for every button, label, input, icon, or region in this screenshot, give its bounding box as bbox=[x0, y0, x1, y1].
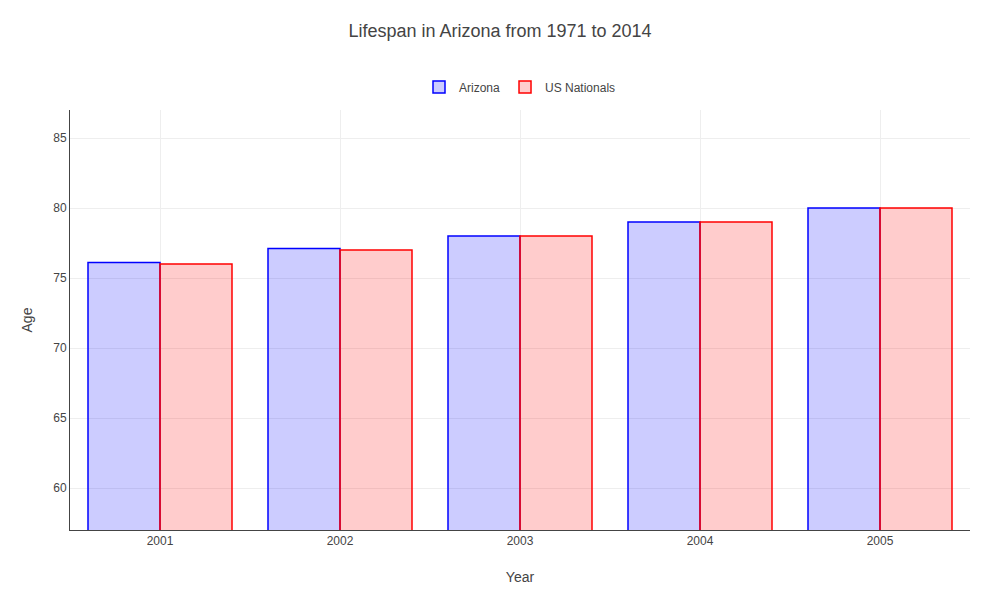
svg-text:Age: Age bbox=[19, 307, 35, 332]
svg-text:Year: Year bbox=[506, 569, 535, 585]
svg-text:2003: 2003 bbox=[507, 534, 534, 548]
svg-text:65: 65 bbox=[53, 411, 67, 425]
svg-text:2001: 2001 bbox=[147, 534, 174, 548]
svg-text:70: 70 bbox=[53, 341, 67, 355]
svg-text:2002: 2002 bbox=[327, 534, 354, 548]
svg-text:75: 75 bbox=[53, 271, 67, 285]
svg-text:80: 80 bbox=[53, 201, 67, 215]
svg-text:60: 60 bbox=[53, 481, 67, 495]
svg-text:2004: 2004 bbox=[687, 534, 714, 548]
svg-text:85: 85 bbox=[53, 131, 67, 145]
svg-text:US Nationals: US Nationals bbox=[545, 81, 615, 95]
svg-text:Lifespan in Arizona from 1971: Lifespan in Arizona from 1971 to 2014 bbox=[348, 21, 651, 41]
svg-text:Arizona: Arizona bbox=[459, 81, 500, 95]
svg-text:2005: 2005 bbox=[867, 534, 894, 548]
